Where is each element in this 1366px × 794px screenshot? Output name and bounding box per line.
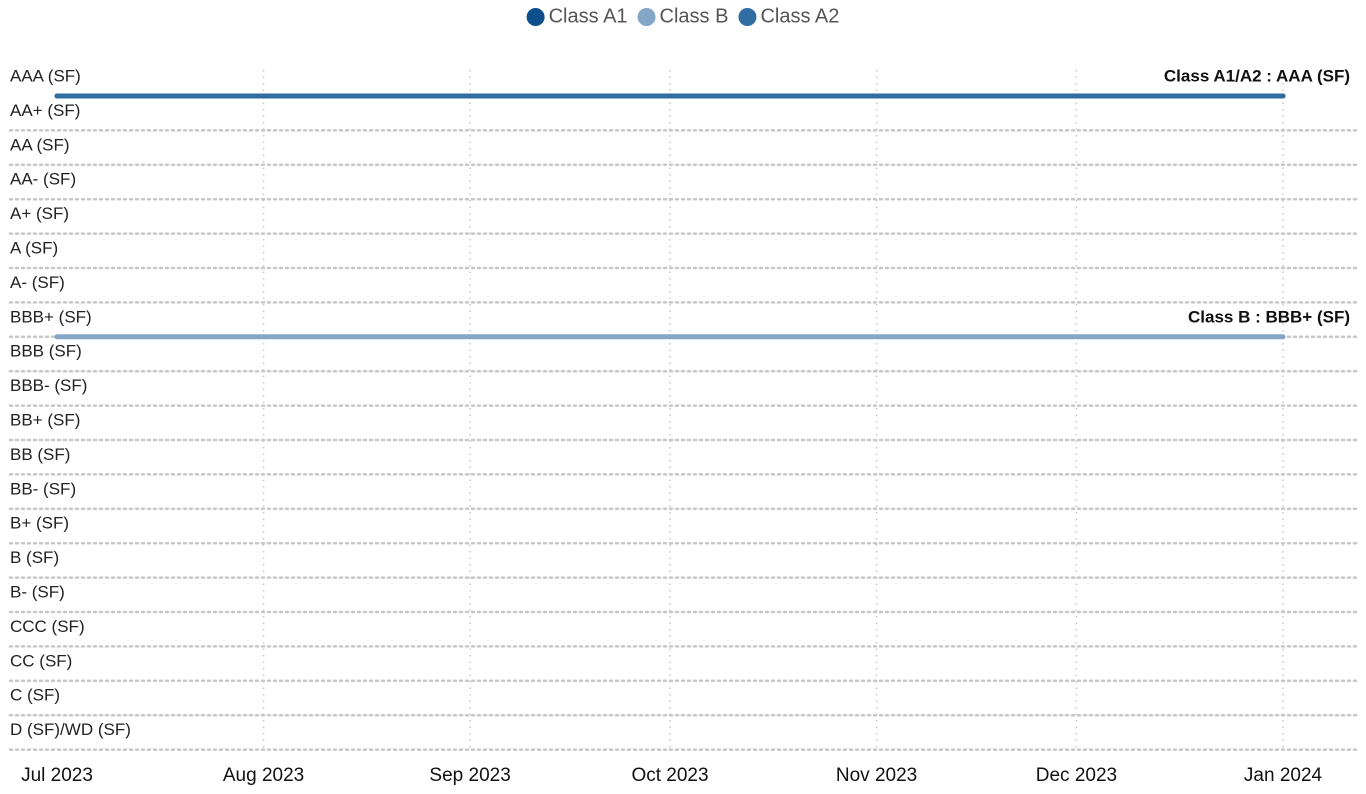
y-tick-label: C (SF) <box>10 686 60 705</box>
y-tick-label: AA (SF) <box>10 135 70 154</box>
legend-marker <box>738 8 757 26</box>
y-tick-label: AAA (SF) <box>10 66 81 85</box>
legend-marker <box>637 8 656 26</box>
y-tick-label: BBB (SF) <box>10 342 82 361</box>
y-tick-label: AA- (SF) <box>10 170 76 189</box>
y-tick-label: BB- (SF) <box>10 479 76 498</box>
x-tick-label: Aug 2023 <box>223 765 304 786</box>
y-tick-label: CCC (SF) <box>10 617 85 636</box>
legend-label: Class A1 <box>549 5 628 27</box>
y-tick-label: A+ (SF) <box>10 204 69 223</box>
y-tick-label: A- (SF) <box>10 273 65 292</box>
legend-label: Class B <box>660 5 729 27</box>
y-tick-label: B+ (SF) <box>10 514 69 533</box>
x-tick-label: Nov 2023 <box>836 765 917 786</box>
y-tick-label: BB+ (SF) <box>10 410 80 429</box>
y-tick-label: B- (SF) <box>10 582 65 601</box>
x-tick-label: Dec 2023 <box>1036 765 1117 786</box>
x-tick-label: Jul 2023 <box>21 765 93 786</box>
y-tick-label: BB (SF) <box>10 445 70 464</box>
y-tick-label: CC (SF) <box>10 651 72 670</box>
y-tick-label: AA+ (SF) <box>10 101 80 120</box>
y-tick-label: BBB- (SF) <box>10 376 87 395</box>
annotation: Class B : BBB+ (SF) <box>1188 307 1350 326</box>
y-tick-label: B (SF) <box>10 548 59 567</box>
y-tick-label: BBB+ (SF) <box>10 307 92 326</box>
x-tick-label: Jan 2024 <box>1244 765 1323 786</box>
legend-label: Class A2 <box>760 5 839 27</box>
x-tick-label: Oct 2023 <box>631 765 708 786</box>
y-tick-label: D (SF)/WD (SF) <box>10 720 131 739</box>
x-tick-label: Sep 2023 <box>429 765 510 786</box>
y-tick-label: A (SF) <box>10 238 58 257</box>
legend-marker <box>526 8 545 26</box>
annotation: Class A1/A2 : AAA (SF) <box>1164 66 1350 85</box>
